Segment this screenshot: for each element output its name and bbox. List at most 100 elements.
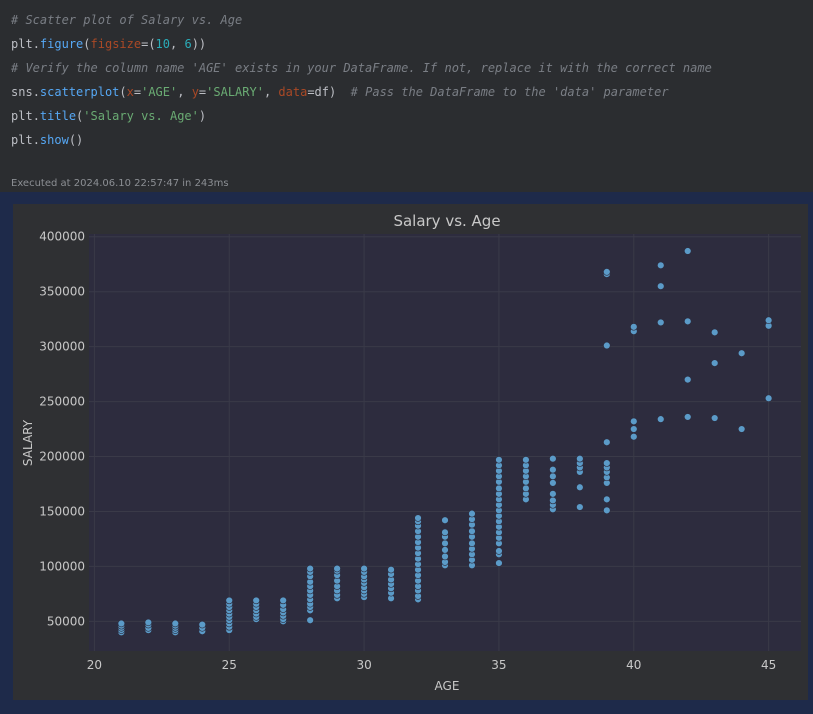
data-point xyxy=(441,539,449,548)
data-point xyxy=(495,484,503,493)
data-point xyxy=(549,465,557,474)
code-line-5: plt.title('Salary vs. Age') xyxy=(11,109,207,123)
data-point xyxy=(522,456,530,464)
data-point xyxy=(603,268,611,276)
data-point xyxy=(684,247,692,255)
code-token: 'AGE' xyxy=(141,85,178,99)
data-point xyxy=(603,438,611,446)
data-point xyxy=(657,282,665,290)
data-point xyxy=(252,596,260,605)
x-tick-label: 35 xyxy=(491,658,506,672)
output-area: 20 25 30 35 40 45 50000 100000 150000 200000 2500… xyxy=(0,192,813,714)
data-point xyxy=(549,490,557,498)
data-point xyxy=(468,539,476,548)
code-line-3: # Verify the column name 'AGE' exists in… xyxy=(11,56,712,80)
chart-title: Salary vs. Age xyxy=(393,212,500,230)
y-tick-label: 150000 xyxy=(39,504,85,518)
data-point xyxy=(441,552,449,561)
data-point xyxy=(495,456,503,464)
x-tick-label: 30 xyxy=(356,658,371,672)
code-token: plt xyxy=(11,109,33,123)
data-point xyxy=(306,564,314,573)
data-point xyxy=(549,472,557,480)
code-token: , xyxy=(170,37,185,51)
data-point xyxy=(576,455,584,463)
y-tick-label: 200000 xyxy=(39,450,85,464)
data-point xyxy=(279,596,287,605)
data-point xyxy=(710,414,719,422)
code-token: figure xyxy=(39,37,84,51)
code-token: =df) xyxy=(307,85,337,99)
data-point xyxy=(117,619,126,628)
x-tick-label: 40 xyxy=(626,658,641,672)
y-tick-label: 400000 xyxy=(39,230,85,244)
x-tick-label: 45 xyxy=(761,658,776,672)
code-token: 'SALARY' xyxy=(206,85,264,99)
execution-status: Executed at 2024.06.10 22:57:47 in 243ms xyxy=(11,178,229,189)
data-point xyxy=(684,375,692,384)
code-token: data xyxy=(278,85,308,99)
code-token: title xyxy=(39,109,77,123)
data-point xyxy=(468,509,476,518)
data-point xyxy=(549,455,557,463)
y-tick-label: 50000 xyxy=(47,614,85,628)
data-point xyxy=(630,323,638,331)
data-point xyxy=(710,328,719,337)
data-point xyxy=(630,417,638,426)
code-token: y xyxy=(191,85,199,99)
y-axis-label: SALARY xyxy=(21,419,35,466)
code-editor[interactable]: # Scatter plot of Salary vs. Age plt.figu… xyxy=(11,8,712,152)
data-point xyxy=(684,413,692,421)
x-tick-label: 20 xyxy=(87,658,102,672)
data-point xyxy=(710,359,719,367)
x-axis-label: AGE xyxy=(435,679,460,693)
plot-area xyxy=(89,234,801,651)
data-point xyxy=(306,616,314,624)
data-point xyxy=(630,433,638,441)
code-line-2: plt.figure(figsize=(10, 6)) xyxy=(11,37,207,51)
data-point xyxy=(630,425,638,433)
data-point xyxy=(603,506,611,515)
x-tick-label: 25 xyxy=(222,658,237,672)
code-token: )) xyxy=(191,37,207,51)
data-point xyxy=(737,349,746,357)
data-point xyxy=(468,527,476,535)
code-token: () xyxy=(68,133,84,147)
data-point xyxy=(414,514,422,522)
code-token: plt xyxy=(11,37,33,51)
data-point xyxy=(495,547,503,555)
data-point xyxy=(764,316,773,324)
data-point xyxy=(225,596,233,605)
y-tick-label: 300000 xyxy=(39,340,85,354)
code-token: scatterplot xyxy=(39,85,120,99)
code-token: figsize xyxy=(90,37,142,51)
data-point xyxy=(576,483,584,491)
data-point xyxy=(603,341,611,350)
code-cell[interactable]: # Scatter plot of Salary vs. Age plt.figu… xyxy=(0,0,813,192)
code-token: x xyxy=(126,85,134,99)
data-point xyxy=(441,528,449,537)
data-point xyxy=(171,619,180,628)
data-point xyxy=(576,503,584,511)
code-line-6: plt.show() xyxy=(11,133,84,147)
figure: 20 25 30 35 40 45 50000 100000 150000 200000 2500… xyxy=(13,204,808,700)
data-point xyxy=(603,459,611,467)
code-token: plt xyxy=(11,133,33,147)
data-point xyxy=(657,261,665,270)
comment: # Scatter plot of Salary vs. Age xyxy=(11,13,243,27)
data-point xyxy=(333,564,341,573)
y-tick-label: 350000 xyxy=(39,285,85,299)
code-line-4: sns.scatterplot(x='AGE', y='SALARY', dat… xyxy=(11,85,669,99)
data-points xyxy=(117,247,773,637)
scatter-chart: 20 25 30 35 40 45 50000 100000 150000 200000 2500… xyxy=(21,212,801,693)
data-point xyxy=(764,394,773,402)
code-token: 10 xyxy=(155,37,170,51)
comment: # Verify the column name 'AGE' exists in… xyxy=(11,61,712,75)
data-point xyxy=(549,496,557,505)
data-point xyxy=(657,318,665,327)
data-point xyxy=(198,620,206,629)
data-point xyxy=(387,565,395,574)
data-point xyxy=(441,516,449,524)
y-tick-label: 100000 xyxy=(39,559,85,573)
data-point xyxy=(522,484,530,493)
